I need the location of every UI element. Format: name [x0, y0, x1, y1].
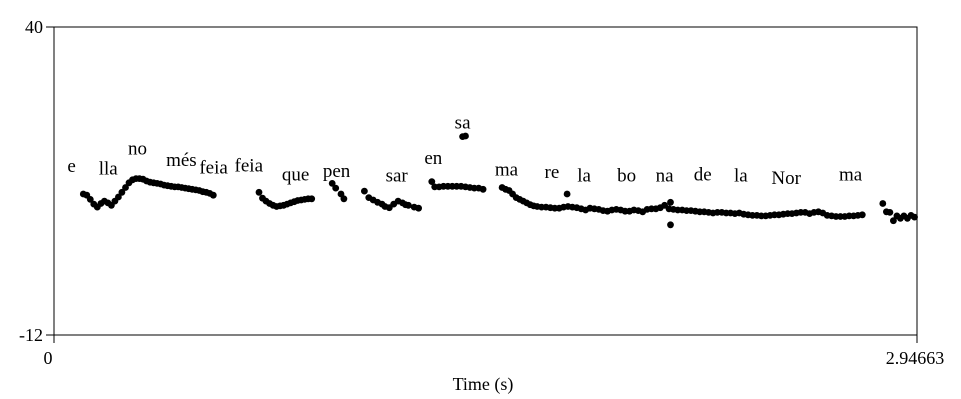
syllable-label: feia [235, 156, 264, 177]
syllable-label: lla [99, 159, 119, 180]
pitch-point [563, 190, 571, 198]
syllable-label: ma [839, 164, 863, 185]
syllable-label: pen [323, 161, 351, 182]
syllable-label: que [282, 164, 309, 185]
syllable-label: feia [199, 157, 228, 178]
syllable-label: re [545, 162, 560, 183]
pitch-point [361, 187, 368, 195]
syllable-label: e [67, 156, 75, 177]
pitch-point [209, 191, 217, 199]
pitch-point [332, 184, 340, 192]
syllable-label: na [656, 166, 675, 187]
plot-frame [53, 26, 918, 336]
pitch-point [308, 195, 316, 203]
syllable-label: més [166, 150, 197, 171]
pitch-point [115, 193, 122, 201]
syllable-label: sa [455, 112, 471, 133]
pitch-point [122, 184, 129, 191]
pitch-point [667, 198, 674, 206]
pitch-point [255, 188, 263, 196]
syllable-label: de [694, 164, 712, 185]
x-axis-label: Time (s) [453, 374, 514, 395]
pitch-point [890, 217, 897, 225]
pitch-point [879, 200, 887, 207]
pitch-point [328, 180, 336, 187]
syllable-label: en [424, 148, 442, 169]
syllable-label: ma [495, 160, 519, 181]
pitch-point [428, 178, 436, 186]
syllable-label: la [734, 166, 748, 187]
pitch-points [79, 132, 918, 229]
pitch-point [86, 196, 94, 203]
pitch-point [118, 188, 126, 196]
pitch-point [911, 213, 918, 221]
syllable-label: Nor [771, 168, 801, 189]
pitch-point [479, 185, 487, 193]
y-tick-label-max: 40 [25, 17, 43, 37]
pitch-point [415, 204, 422, 212]
pitch-point [667, 221, 674, 229]
syllable-label: sar [386, 166, 409, 187]
pitch-point [405, 201, 412, 209]
syllable-label: no [128, 138, 147, 159]
pitch-point [462, 132, 469, 140]
pitch-point [886, 209, 894, 216]
pitch-point [340, 195, 348, 203]
syllable-label: la [577, 166, 591, 187]
pitch-point [858, 211, 866, 219]
syllable-label: bo [617, 166, 636, 187]
x-tick-label-max: 2.94663 [886, 348, 945, 368]
y-tick-label-min: -12 [19, 325, 43, 345]
x-tick-label-min: 0 [44, 348, 53, 368]
